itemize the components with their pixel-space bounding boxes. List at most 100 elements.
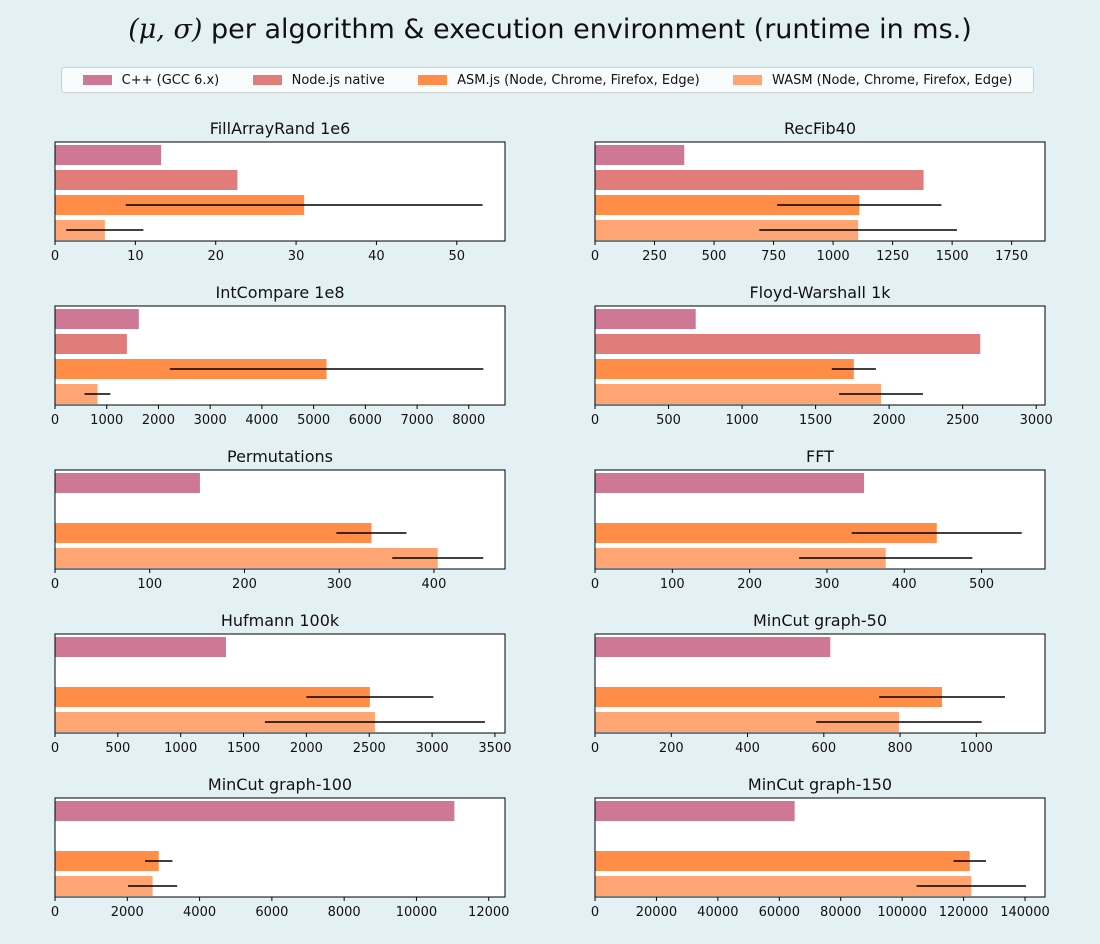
x-tick-label: 50 <box>449 249 466 264</box>
subplot: Permutations 0 100 200 300 400 <box>51 447 506 592</box>
x-tick-label: 4000 <box>183 905 216 920</box>
subplot-title: FillArrayRand 1e6 <box>210 119 351 138</box>
bar <box>55 309 139 329</box>
x-tick-label: 20000 <box>636 905 677 920</box>
subplot-title: MinCut graph-150 <box>748 775 892 794</box>
x-tick-label: 2000 <box>290 741 323 756</box>
x-tick-label: 120000 <box>939 905 989 920</box>
bar <box>595 548 886 568</box>
subplot: FillArrayRand 1e6 0 10 20 30 40 50 <box>51 119 506 264</box>
x-tick-label: 300 <box>815 577 840 592</box>
subplot-title: RecFib40 <box>784 119 856 138</box>
x-tick-label: 300 <box>327 577 352 592</box>
x-tick-label: 1000 <box>726 413 759 428</box>
title-text: per algorithm & execution environment (r… <box>211 14 972 45</box>
x-tick-label: 200 <box>737 577 762 592</box>
bar <box>55 712 375 732</box>
x-tick-label: 0 <box>51 413 59 428</box>
subplot-title: MinCut graph-100 <box>208 775 352 794</box>
plot-frame <box>54 141 506 242</box>
x-tick-label: 30 <box>288 249 305 264</box>
subplot-title: Floyd-Warshall 1k <box>749 283 891 302</box>
x-tick-label: 600 <box>811 741 836 756</box>
x-tick-label: 0 <box>591 741 599 756</box>
x-tick-label: 400 <box>892 577 917 592</box>
bar <box>595 523 937 543</box>
bar <box>595 801 795 821</box>
legend-item: C++ (GCC 6.x) <box>82 72 220 88</box>
plot-frame <box>594 633 1046 734</box>
subplot: MinCut graph-50 0 200 400 600 800 1000 <box>591 611 1046 756</box>
x-tick-label: 3000 <box>194 413 227 428</box>
plot-frame <box>54 305 506 406</box>
x-tick-label: 4000 <box>245 413 278 428</box>
legend-swatch <box>733 75 763 85</box>
legend-item: WASM (Node, Chrome, Firefox, Edge) <box>733 73 1012 88</box>
x-tick-label: 10 <box>127 249 144 264</box>
x-tick-label: 500 <box>702 249 727 264</box>
x-tick-label: 3500 <box>478 741 511 756</box>
x-tick-label: 100 <box>137 577 162 592</box>
x-tick-label: 40 <box>368 249 385 264</box>
x-tick-label: 80000 <box>820 905 861 920</box>
x-tick-label: 6000 <box>255 905 288 920</box>
x-tick-label: 0 <box>51 905 59 920</box>
x-tick-label: 400 <box>422 577 447 592</box>
x-tick-label: 5000 <box>297 413 330 428</box>
legend: C++ (GCC 6.x) Node.js native ASM.js (Node,… <box>61 67 1034 93</box>
bar <box>595 220 859 240</box>
legend-label: ASM.js (Node, Chrome, Firefox, Edge) <box>457 72 700 88</box>
bar <box>595 359 854 379</box>
plot-frame <box>54 633 506 734</box>
bar <box>55 384 98 404</box>
x-tick-label: 12000 <box>468 905 509 920</box>
x-tick-label: 250 <box>642 249 667 264</box>
bar <box>595 473 865 493</box>
x-tick-label: 0 <box>591 905 599 920</box>
legend-swatch <box>418 75 448 85</box>
subplot-title: FFT <box>806 447 834 466</box>
legend-label: C++ (GCC 6.x) <box>121 72 220 88</box>
x-tick-label: 100 <box>660 577 685 592</box>
x-tick-label: 200 <box>232 577 257 592</box>
x-tick-label: 6000 <box>349 413 382 428</box>
bar <box>55 687 370 707</box>
x-tick-label: 140000 <box>1000 905 1050 920</box>
bar <box>595 145 685 165</box>
subplot-title: MinCut graph-50 <box>753 611 887 630</box>
subplot: MinCut graph-150 0 20000 40000 60000 80000 100… <box>591 775 1050 920</box>
x-tick-label: 10000 <box>396 905 437 920</box>
x-tick-label: 0 <box>591 577 599 592</box>
legend-label: Node.js native <box>291 72 385 88</box>
bar <box>595 851 970 871</box>
subplot-title: IntCompare 1e8 <box>216 283 345 302</box>
bar <box>55 170 238 190</box>
x-tick-label: 1000 <box>960 741 993 756</box>
bar <box>55 637 226 657</box>
subplot-title: Permutations <box>227 447 333 466</box>
x-tick-label: 3000 <box>1020 413 1053 428</box>
legend-label: WASM (Node, Chrome, Firefox, Edge) <box>772 72 1013 88</box>
plot-frame <box>54 797 506 898</box>
x-tick-label: 0 <box>51 249 59 264</box>
bar <box>595 637 831 657</box>
bar <box>595 195 860 215</box>
legend-swatch <box>82 75 112 85</box>
x-tick-label: 500 <box>105 741 130 756</box>
x-tick-label: 2500 <box>946 413 979 428</box>
x-tick-label: 7000 <box>401 413 434 428</box>
x-tick-label: 1500 <box>227 741 260 756</box>
bar <box>55 548 438 568</box>
chart-title: (μ, σ) per algorithm & execution environ… <box>0 14 1100 45</box>
plot-frame <box>594 469 1046 570</box>
bar <box>55 473 200 493</box>
x-tick-label: 0 <box>591 249 599 264</box>
x-tick-label: 2500 <box>353 741 386 756</box>
x-tick-label: 500 <box>656 413 681 428</box>
bar <box>55 523 372 543</box>
x-tick-label: 2000 <box>873 413 906 428</box>
bar <box>595 309 696 329</box>
subplot: MinCut graph-100 0 2000 4000 6000 8000 10000 12… <box>51 775 510 920</box>
legend-swatch <box>252 75 282 85</box>
